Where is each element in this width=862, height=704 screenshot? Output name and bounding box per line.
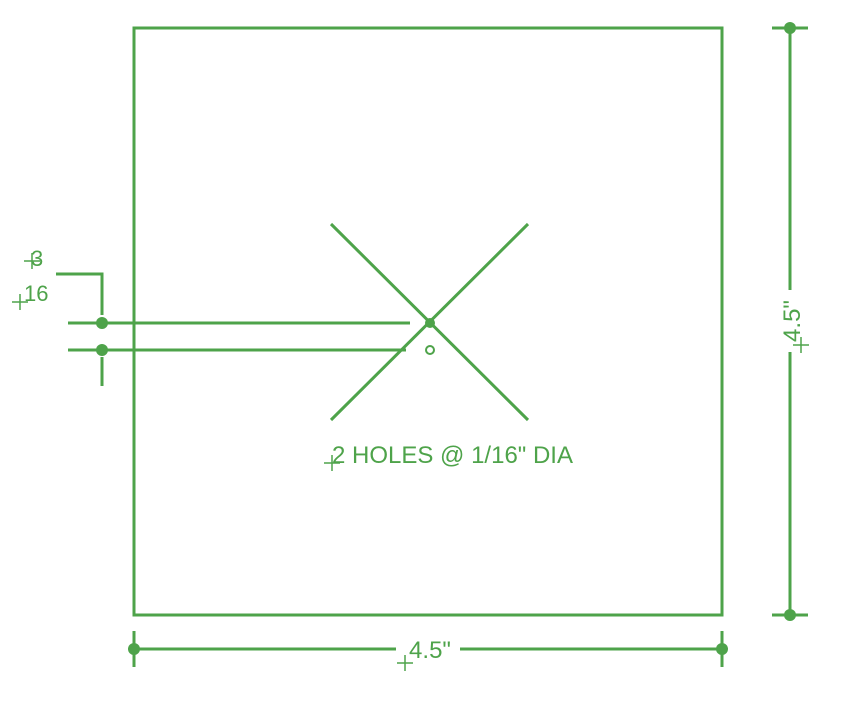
offset-arrow-dot-top (96, 317, 108, 329)
hole-circle (425, 345, 435, 355)
height-arrow-dot-bottom (784, 609, 796, 621)
hole-note: 2 HOLES @ 1/16" DIA (332, 442, 573, 469)
offset-denominator: 16 (24, 281, 48, 306)
width-arrow-dot-left (128, 643, 140, 655)
height-dim-label: 4.5" (779, 300, 806, 342)
offset-numerator: 3 (31, 246, 43, 271)
height-text-origin-mark (793, 337, 809, 353)
center-point (425, 318, 435, 328)
offset-arrow-dot-bottom (96, 344, 108, 356)
width-arrow-dot-right (716, 643, 728, 655)
width-text-origin-mark (397, 655, 413, 671)
width-dim-label: 4.5" (409, 637, 451, 664)
offset-text-origin-mark (12, 253, 40, 310)
offset-leader (56, 272, 104, 315)
note-text-origin-mark (324, 455, 340, 471)
height-arrow-dot-top (784, 22, 796, 34)
